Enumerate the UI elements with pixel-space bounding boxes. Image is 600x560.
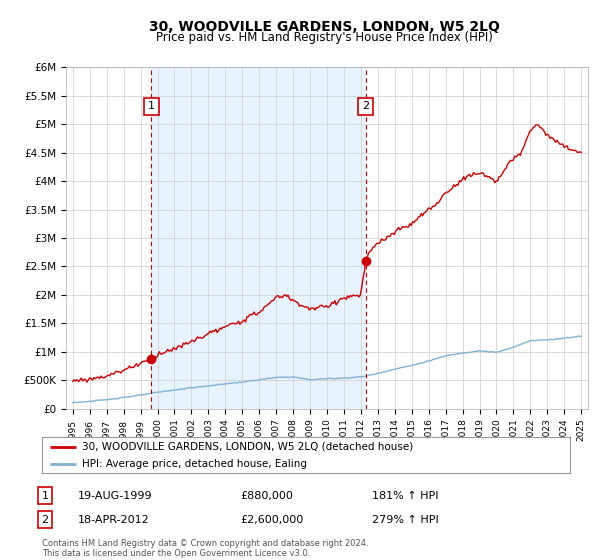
Text: £2,600,000: £2,600,000 (240, 515, 303, 525)
Text: 30, WOODVILLE GARDENS, LONDON, W5 2LQ (detached house): 30, WOODVILLE GARDENS, LONDON, W5 2LQ (d… (82, 442, 413, 452)
Text: 279% ↑ HPI: 279% ↑ HPI (372, 515, 439, 525)
Text: 181% ↑ HPI: 181% ↑ HPI (372, 491, 439, 501)
Bar (151, 67, 366, 409)
Text: £880,000: £880,000 (240, 491, 293, 501)
Text: 18-APR-2012: 18-APR-2012 (78, 515, 150, 525)
Text: 30, WOODVILLE GARDENS, LONDON, W5 2LQ: 30, WOODVILLE GARDENS, LONDON, W5 2LQ (149, 20, 499, 34)
Text: HPI: Average price, detached house, Ealing: HPI: Average price, detached house, Eali… (82, 459, 307, 469)
Text: Contains HM Land Registry data © Crown copyright and database right 2024.
This d: Contains HM Land Registry data © Crown c… (42, 539, 368, 558)
Text: Price paid vs. HM Land Registry's House Price Index (HPI): Price paid vs. HM Land Registry's House … (155, 31, 493, 44)
Text: 2: 2 (362, 101, 370, 111)
Text: 1: 1 (148, 101, 155, 111)
Text: 1: 1 (41, 491, 49, 501)
Text: 2: 2 (41, 515, 49, 525)
Text: 19-AUG-1999: 19-AUG-1999 (78, 491, 152, 501)
